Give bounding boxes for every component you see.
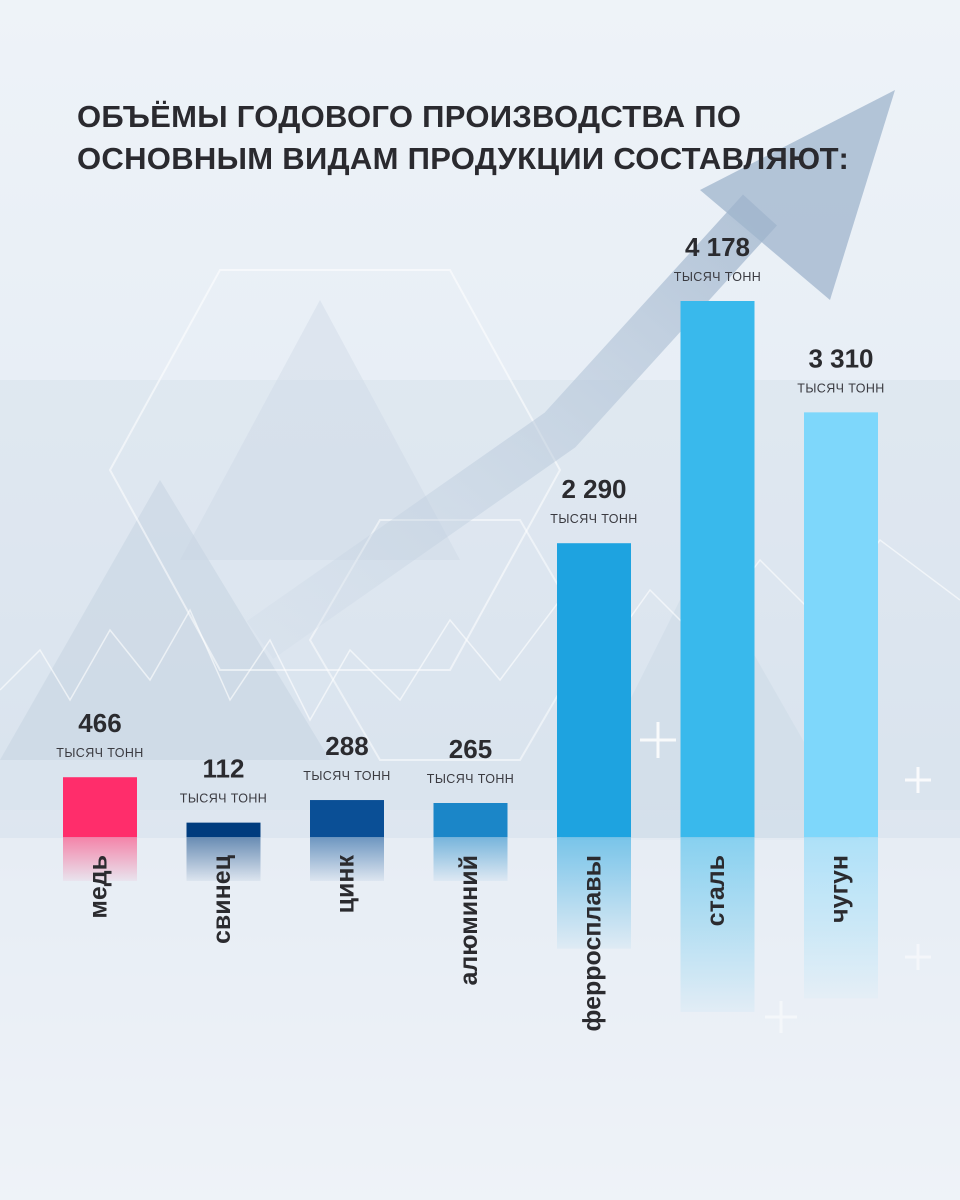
bar-1 bbox=[186, 822, 261, 837]
unit-label-3: ТЫСЯЧ ТОНН bbox=[427, 772, 514, 786]
value-label-5: 4 178 bbox=[685, 232, 750, 262]
category-label-6: чугун bbox=[826, 855, 854, 923]
unit-label-2: ТЫСЯЧ ТОНН bbox=[303, 769, 390, 783]
category-label-4: ферросплавы bbox=[579, 855, 607, 1031]
unit-label-0: ТЫСЯЧ ТОНН bbox=[56, 746, 143, 760]
value-label-2: 288 bbox=[325, 731, 368, 761]
bar-reflection-1 bbox=[186, 837, 261, 881]
category-label-1: свинец bbox=[208, 854, 236, 944]
value-label-3: 265 bbox=[449, 734, 492, 764]
bar-5 bbox=[680, 301, 755, 837]
bar-reflection-3 bbox=[433, 837, 508, 881]
unit-label-5: ТЫСЯЧ ТОНН bbox=[674, 270, 761, 284]
bar-reflection-5 bbox=[680, 837, 755, 1012]
category-label-3: алюминий bbox=[455, 855, 483, 986]
value-label-0: 466 bbox=[78, 708, 121, 738]
page-title: ОБЪЁМЫ ГОДОВОГО ПРОИЗВОДСТВА ПО ОСНОВНЫМ… bbox=[77, 96, 907, 180]
bar-3 bbox=[433, 803, 508, 837]
bar-0 bbox=[63, 777, 137, 837]
title-line-2: ОСНОВНЫМ ВИДАМ ПРОДУКЦИИ СОСТАВЛЯЮТ: bbox=[77, 141, 850, 176]
bar-6 bbox=[804, 412, 878, 837]
value-label-4: 2 290 bbox=[561, 474, 626, 504]
unit-label-1: ТЫСЯЧ ТОНН bbox=[180, 792, 267, 806]
bar-4 bbox=[557, 543, 631, 837]
bar-2 bbox=[310, 800, 384, 837]
bar-reflection-4 bbox=[557, 837, 631, 949]
unit-label-6: ТЫСЯЧ ТОНН bbox=[797, 381, 884, 395]
bar-reflection-0 bbox=[63, 837, 137, 881]
bar-reflection-2 bbox=[310, 837, 384, 881]
title-line-1: ОБЪЁМЫ ГОДОВОГО ПРОИЗВОДСТВА ПО bbox=[77, 99, 742, 134]
category-label-0: медь bbox=[85, 855, 113, 919]
value-label-6: 3 310 bbox=[808, 343, 873, 373]
value-label-1: 112 bbox=[203, 754, 245, 784]
category-label-5: сталь bbox=[702, 855, 730, 926]
unit-label-4: ТЫСЯЧ ТОНН bbox=[550, 512, 637, 526]
category-label-2: цинк bbox=[332, 855, 360, 914]
bar-reflection-6 bbox=[804, 837, 878, 999]
